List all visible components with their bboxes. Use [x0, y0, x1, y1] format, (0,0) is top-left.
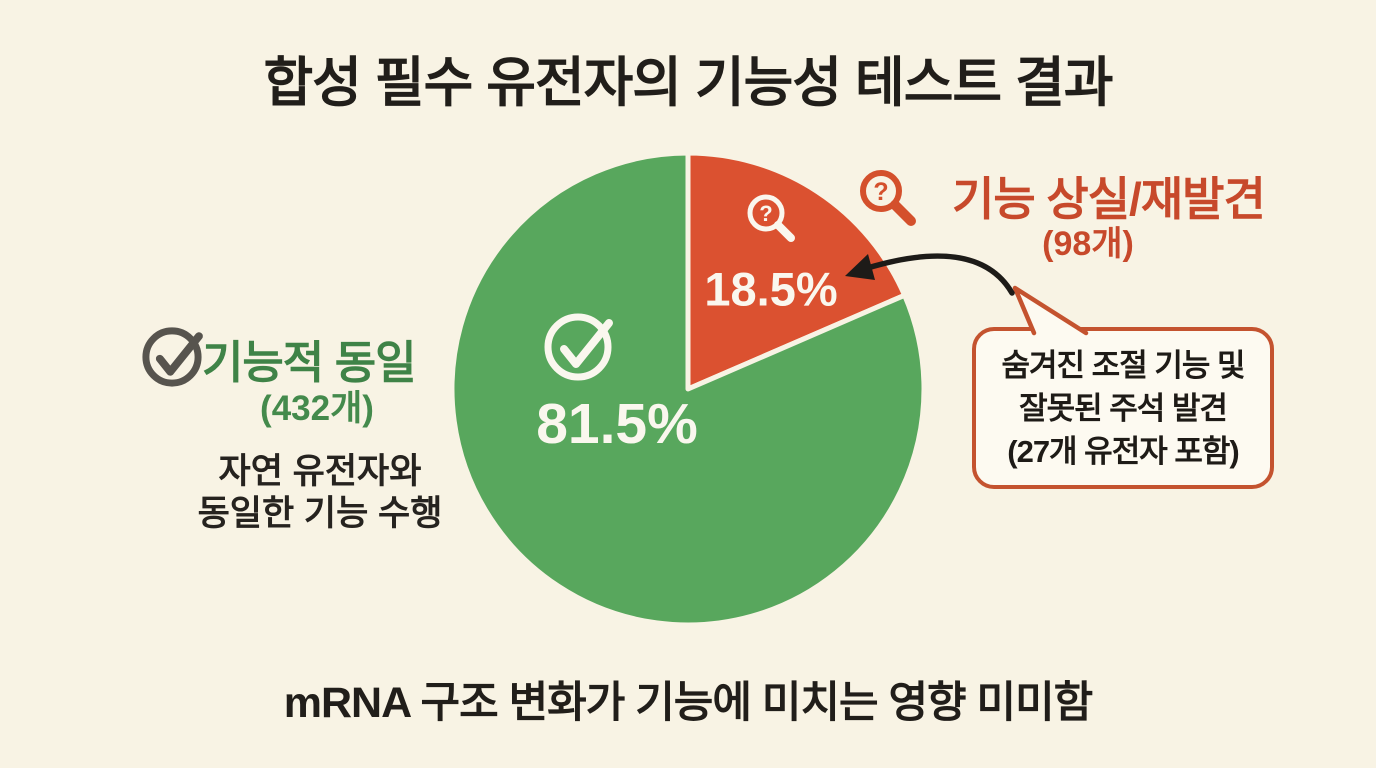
pie-chart: ? 81.5% 18.5%	[449, 150, 927, 628]
pie-label-loss-percent: 18.5%	[704, 262, 838, 316]
legend-identical-desc-line2: 동일한 기능 수행	[197, 494, 443, 533]
pie-chart-svg	[449, 150, 927, 628]
check-circle-icon	[142, 327, 203, 387]
magnifier-question-icon: ?	[747, 194, 795, 242]
legend-identical-count: (432개)	[260, 389, 374, 428]
footer-caption: mRNA 구조 변화가 기능에 미치는 영향 미미함	[283, 679, 1093, 727]
pie-label-identical-percent: 81.5%	[536, 392, 698, 456]
check-circle-icon	[544, 313, 613, 381]
legend-loss-count: (98개)	[1042, 225, 1134, 263]
legend-identical-desc-line1: 자연 유전자와	[218, 452, 422, 491]
magnifier-question-icon: ?	[860, 170, 916, 226]
question-glyph: ?	[873, 178, 888, 206]
callout-line3: (27개 유전자 포함)	[1007, 434, 1239, 469]
callout-line2: 잘못된 주석 발견	[1019, 391, 1228, 426]
question-glyph: ?	[759, 201, 772, 226]
pie-slice-1	[449, 150, 927, 628]
callout-bubble: 숨겨진 조절 기능 및 잘못된 주석 발견 (27개 유전자 포함)	[972, 327, 1274, 489]
callout-line1: 숨겨진 조절 기능 및	[1001, 348, 1246, 383]
legend-identical-title: 기능적 동일	[202, 337, 417, 388]
legend-loss-title: 기능 상실/재발견	[952, 173, 1266, 225]
page-title: 합성 필수 유전자의 기능성 테스트 결과	[263, 53, 1114, 113]
